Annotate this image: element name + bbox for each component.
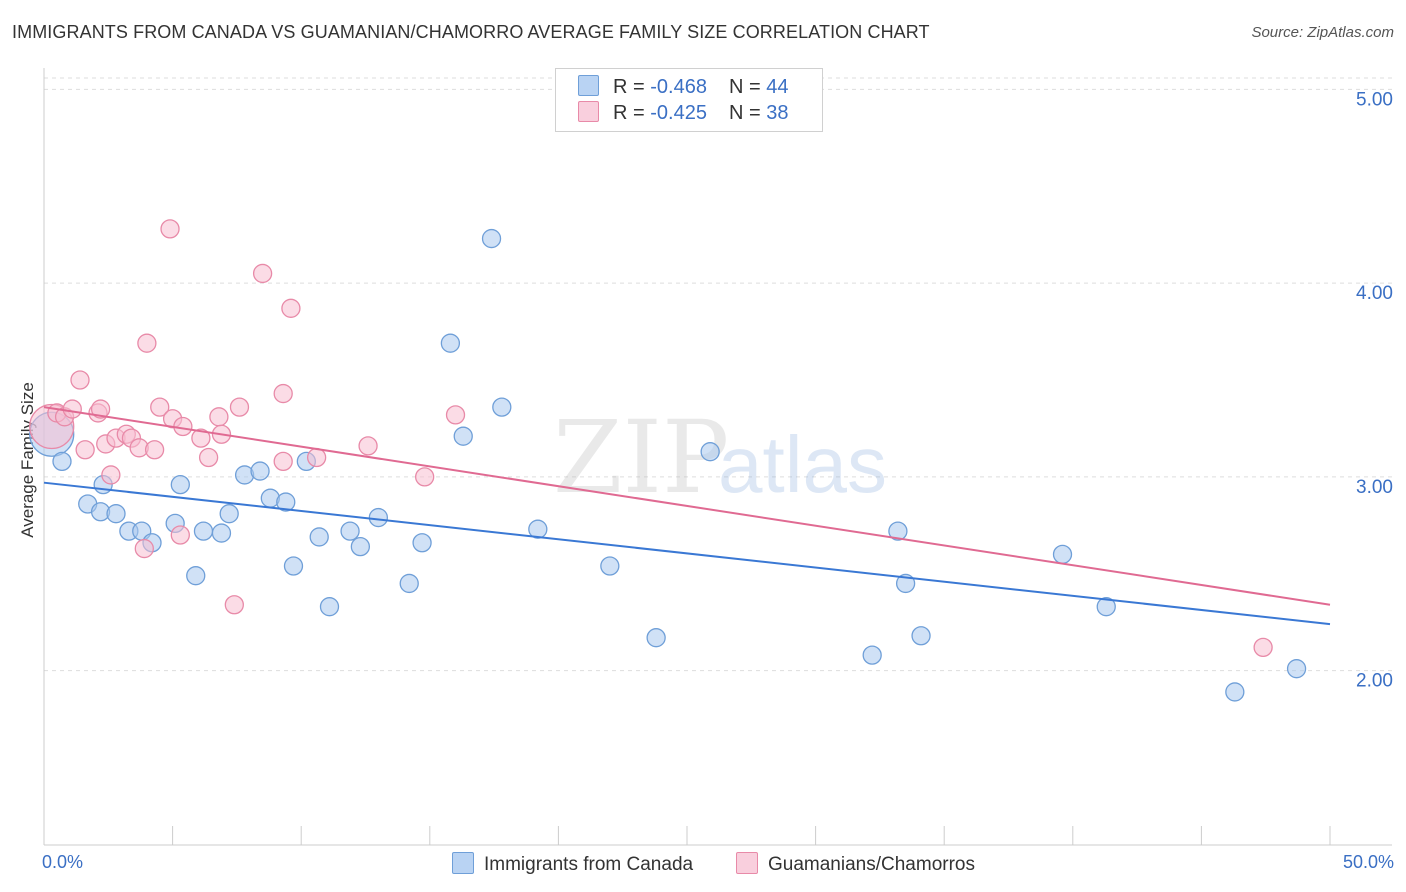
trend-lines: [43, 406, 1331, 626]
point-canada: [700, 442, 720, 462]
chart-source: Source: ZipAtlas.com: [1251, 24, 1394, 41]
chart-title: IMMIGRANTS FROM CANADA VS GUAMANIAN/CHAM…: [12, 22, 930, 42]
legend-r-label-canada: R =: [613, 76, 651, 98]
point-canada: [250, 461, 270, 481]
point-guamanian: [445, 405, 466, 425]
point-canada: [646, 628, 666, 648]
trend-line-canada: [43, 481, 1331, 626]
bottom-legend-label-guamanian: Guamanians/Chamorros: [768, 854, 975, 875]
point-canada: [911, 626, 931, 646]
point-canada: [600, 556, 620, 576]
point-canada: [1286, 659, 1307, 679]
point-canada: [193, 521, 214, 541]
point-guamanian: [224, 595, 244, 615]
point-guamanian: [358, 436, 378, 456]
point-guamanian: [415, 467, 435, 487]
point-canada: [52, 451, 72, 472]
legend-n-label-guamanian: N =: [728, 102, 767, 124]
point-canada: [888, 521, 908, 541]
point-guamanian: [229, 397, 250, 417]
point-guamanian: [62, 399, 82, 419]
point-guamanian: [209, 407, 229, 427]
bottom-legend-canada: Immigrants from Canada: [452, 852, 693, 876]
point-guamanian: [306, 447, 327, 468]
point-canada: [399, 573, 419, 594]
point-canada: [186, 566, 206, 586]
point-guamanian: [191, 428, 211, 448]
point-canada: [283, 556, 304, 576]
bottom-legend-swatch-canada: [452, 852, 474, 874]
point-guamanian: [281, 298, 301, 318]
legend-row-canada: R = -0.468 N = 44: [578, 75, 788, 101]
legend-n-guamanian: 38: [766, 102, 789, 124]
watermark-atlas: atlas: [718, 420, 887, 509]
y-tick-label: 2.00: [1356, 671, 1393, 692]
point-canada: [528, 519, 548, 539]
x-tick-max: 50.0%: [1342, 852, 1394, 872]
point-canada: [219, 504, 239, 524]
legend-r-label-guamanian: R =: [613, 102, 651, 124]
bottom-legend-label-canada: Immigrants from Canada: [484, 854, 694, 875]
point-guamanian: [1253, 637, 1273, 658]
point-guamanian: [134, 538, 154, 559]
grid-lines: [44, 77, 1392, 672]
legend-n-canada: 44: [766, 76, 789, 98]
point-canada: [170, 474, 190, 495]
legend-r-canada: -0.468: [650, 76, 707, 98]
watermark-zip: ZIP: [553, 399, 729, 516]
point-guamanian: [273, 383, 293, 404]
point-canada: [412, 533, 432, 553]
point-canada: [319, 597, 340, 617]
point-guamanian: [137, 333, 157, 353]
point-guamanian: [90, 399, 111, 419]
legend-swatch-guamanian: [578, 101, 599, 122]
y-tick-labels: 2.00 3.00 4.00 5.00: [1356, 89, 1393, 691]
bottom-legend-swatch-guamanian: [736, 852, 758, 874]
point-guamanian: [170, 525, 190, 545]
y-tick-label: 5.00: [1356, 89, 1393, 110]
legend-swatch-canada: [578, 75, 599, 96]
point-canada: [276, 492, 296, 512]
point-canada: [1225, 682, 1245, 702]
point-guamanian: [160, 219, 180, 239]
point-canada: [1096, 597, 1116, 617]
point-canada: [440, 333, 461, 353]
point-canada: [453, 426, 473, 446]
point-guamanian: [150, 397, 170, 417]
point-guamanian: [198, 447, 219, 468]
point-canada: [1052, 544, 1073, 565]
point-canada: [492, 397, 512, 417]
point-canada: [340, 521, 360, 541]
point-guamanian: [273, 451, 293, 472]
point-canada: [481, 228, 502, 249]
point-guamanian: [144, 440, 165, 460]
series-guamanian-points: [29, 219, 1273, 658]
point-canada: [309, 527, 329, 547]
trend-line-guamanian: [43, 406, 1331, 606]
bottom-legend-guamanian: Guamanians/Chamorros: [736, 852, 975, 876]
point-canada: [350, 536, 371, 557]
legend-n-label-canada: N =: [728, 76, 767, 98]
stats-legend: R = -0.468 N = 44 R = -0.425 N = 38: [555, 68, 823, 132]
point-guamanian: [101, 465, 121, 485]
y-tick-label: 3.00: [1356, 477, 1393, 498]
y-tick-label: 4.00: [1356, 283, 1393, 304]
legend-r-guamanian: -0.425: [650, 102, 707, 124]
point-guamanian: [252, 263, 273, 284]
point-canada: [211, 523, 232, 543]
x-tick-min: 0.0%: [42, 852, 84, 872]
point-canada: [106, 504, 126, 524]
axes: [43, 68, 1392, 846]
point-canada: [862, 645, 882, 665]
watermark: ZIP atlas: [553, 399, 887, 516]
point-guamanian: [75, 440, 95, 460]
point-guamanian: [70, 370, 90, 390]
point-canada: [368, 507, 389, 528]
legend-row-guamanian: R = -0.425 N = 38: [578, 101, 788, 127]
